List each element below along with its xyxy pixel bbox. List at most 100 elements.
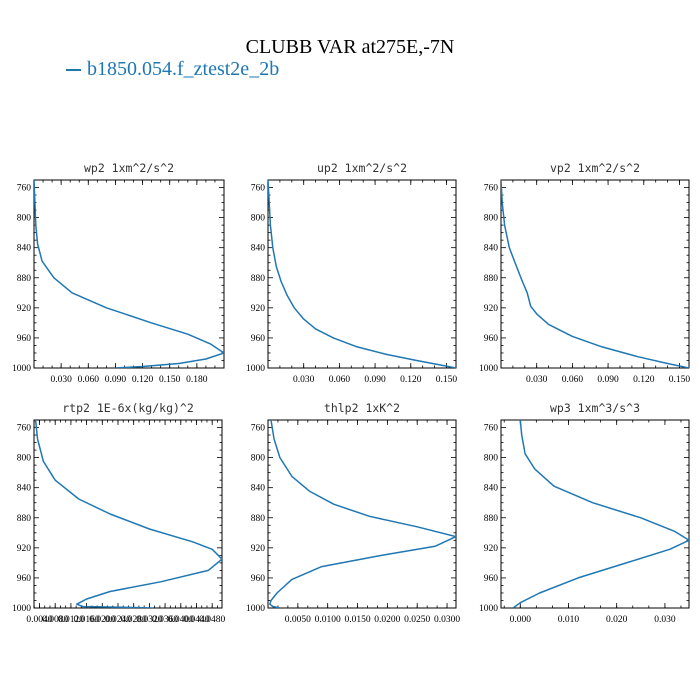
series-line bbox=[268, 180, 456, 368]
y-tick-label: 760 bbox=[17, 184, 32, 194]
x-tick-label: 0.0040 bbox=[26, 615, 52, 625]
legend-label: b1850.054.f_ztest2e_2b bbox=[87, 58, 280, 80]
x-tick-label: 0.0100 bbox=[315, 615, 341, 625]
y-tick-label: 760 bbox=[484, 424, 499, 434]
x-tick-label: 0.150 bbox=[669, 375, 691, 385]
y-tick-label: 800 bbox=[17, 454, 32, 464]
y-tick-label: 760 bbox=[484, 184, 499, 194]
panel-0: wp2 1xm^2/s^2 760 800 840 880 920 960 1000 0.030… bbox=[12, 161, 225, 385]
y-tick-label: 800 bbox=[484, 214, 499, 224]
x-tick-label: 0.0150 bbox=[344, 615, 370, 625]
x-tick-label: 0.0250 bbox=[404, 615, 430, 625]
x-tick-label: 0.030 bbox=[50, 375, 72, 385]
x-tick-label: 0.0360 bbox=[152, 615, 178, 625]
y-tick-label: 920 bbox=[484, 544, 499, 554]
y-tick-label: 920 bbox=[17, 304, 32, 314]
x-tick-label: 0.0200 bbox=[374, 615, 400, 625]
y-tick-label: 880 bbox=[251, 514, 266, 524]
figure-title: CLUBB VAR at275E,-7N bbox=[245, 36, 455, 58]
x-tick-label: 0.060 bbox=[78, 375, 100, 385]
x-tick-label: 0.0440 bbox=[183, 615, 209, 625]
panel-title: rtp2 1E-6x(kg/kg)^2 bbox=[62, 401, 194, 415]
series-line bbox=[512, 420, 689, 608]
y-tick-label: 960 bbox=[251, 574, 266, 584]
y-tick-label: 880 bbox=[484, 274, 499, 284]
y-tick-label: 880 bbox=[17, 274, 32, 284]
x-tick-label: 0.020 bbox=[606, 615, 628, 625]
plot-frame bbox=[500, 419, 690, 609]
series-line bbox=[501, 180, 689, 368]
y-tick-label: 960 bbox=[17, 334, 32, 344]
plot-frame bbox=[267, 179, 457, 369]
series-line bbox=[34, 420, 222, 608]
y-tick-label: 840 bbox=[484, 244, 499, 254]
y-tick-label: 1000 bbox=[246, 604, 265, 614]
x-tick-label: 0.120 bbox=[132, 375, 154, 385]
x-tick-label: 0.010 bbox=[558, 615, 580, 625]
legend-line-swatch bbox=[66, 69, 81, 72]
x-tick-label: 0.0320 bbox=[136, 615, 162, 625]
x-tick-label: 0.0120 bbox=[58, 615, 84, 625]
y-tick-label: 1000 bbox=[12, 604, 31, 614]
x-tick-label: 0.090 bbox=[597, 375, 619, 385]
y-tick-label: 960 bbox=[17, 574, 32, 584]
y-tick-label: 960 bbox=[484, 334, 499, 344]
x-tick-label: 0.120 bbox=[400, 375, 422, 385]
x-tick-label: 0.0300 bbox=[434, 615, 460, 625]
y-tick-label: 960 bbox=[251, 334, 266, 344]
x-tick-label: 0.0050 bbox=[285, 615, 311, 625]
x-tick-label: 0.0400 bbox=[168, 615, 194, 625]
y-tick-label: 920 bbox=[17, 544, 32, 554]
x-tick-label: 0.0240 bbox=[105, 615, 131, 625]
x-tick-label: 0.0280 bbox=[121, 615, 147, 625]
panel-title: thlp2 1xK^2 bbox=[324, 401, 400, 415]
y-tick-label: 760 bbox=[251, 184, 266, 194]
x-tick-label: 0.000 bbox=[510, 615, 532, 625]
y-tick-label: 920 bbox=[251, 544, 266, 554]
x-tick-label: 0.060 bbox=[329, 375, 351, 385]
x-tick-label: 0.180 bbox=[186, 375, 208, 385]
y-tick-label: 840 bbox=[484, 484, 499, 494]
y-tick-label: 800 bbox=[17, 214, 32, 224]
x-tick-label: 0.0200 bbox=[89, 615, 115, 625]
x-tick-label: 0.030 bbox=[654, 615, 676, 625]
x-tick-label: 0.150 bbox=[436, 375, 458, 385]
panel-title: up2 1xm^2/s^2 bbox=[317, 161, 407, 175]
panel-title: wp3 1xm^3/s^3 bbox=[550, 401, 640, 415]
panel-1: up2 1xm^2/s^2 760 800 840 880 920 960 1000 0.030… bbox=[246, 161, 457, 385]
x-tick-label: 0.090 bbox=[364, 375, 386, 385]
y-tick-label: 840 bbox=[17, 484, 32, 494]
y-tick-label: 880 bbox=[17, 514, 32, 524]
x-tick-label: 0.0480 bbox=[199, 615, 225, 625]
plot-frame bbox=[33, 419, 223, 609]
panel-5: wp3 1xm^3/s^3 760 800 840 880 920 960 1000 0.000… bbox=[479, 401, 690, 625]
x-tick-label: 0.0160 bbox=[74, 615, 100, 625]
y-tick-label: 880 bbox=[484, 514, 499, 524]
y-tick-label: 880 bbox=[251, 274, 266, 284]
plot-frame bbox=[500, 179, 690, 369]
y-tick-label: 1000 bbox=[479, 364, 498, 374]
legend: b1850.054.f_ztest2e_2b bbox=[66, 58, 279, 81]
y-tick-label: 840 bbox=[251, 244, 266, 254]
y-tick-label: 800 bbox=[484, 454, 499, 464]
y-tick-label: 1000 bbox=[12, 364, 31, 374]
x-tick-label: 0.030 bbox=[293, 375, 315, 385]
x-tick-label: 0.120 bbox=[633, 375, 655, 385]
plot-frame bbox=[33, 179, 225, 369]
y-tick-label: 840 bbox=[17, 244, 32, 254]
x-tick-label: 0.090 bbox=[105, 375, 127, 385]
x-tick-label: 0.030 bbox=[526, 375, 548, 385]
x-tick-label: 0.150 bbox=[159, 375, 181, 385]
y-tick-label: 1000 bbox=[479, 604, 498, 614]
y-tick-label: 920 bbox=[251, 304, 266, 314]
plot-frame bbox=[267, 419, 457, 609]
y-tick-label: 1000 bbox=[246, 364, 265, 374]
y-tick-label: 800 bbox=[251, 454, 266, 464]
y-tick-label: 960 bbox=[484, 574, 499, 584]
panel-2: vp2 1xm^2/s^2 760 800 840 880 920 960 1000 0.030… bbox=[479, 161, 690, 385]
y-tick-label: 760 bbox=[17, 424, 32, 434]
series-line bbox=[34, 180, 224, 368]
y-tick-label: 800 bbox=[251, 214, 266, 224]
series-line bbox=[269, 420, 456, 608]
